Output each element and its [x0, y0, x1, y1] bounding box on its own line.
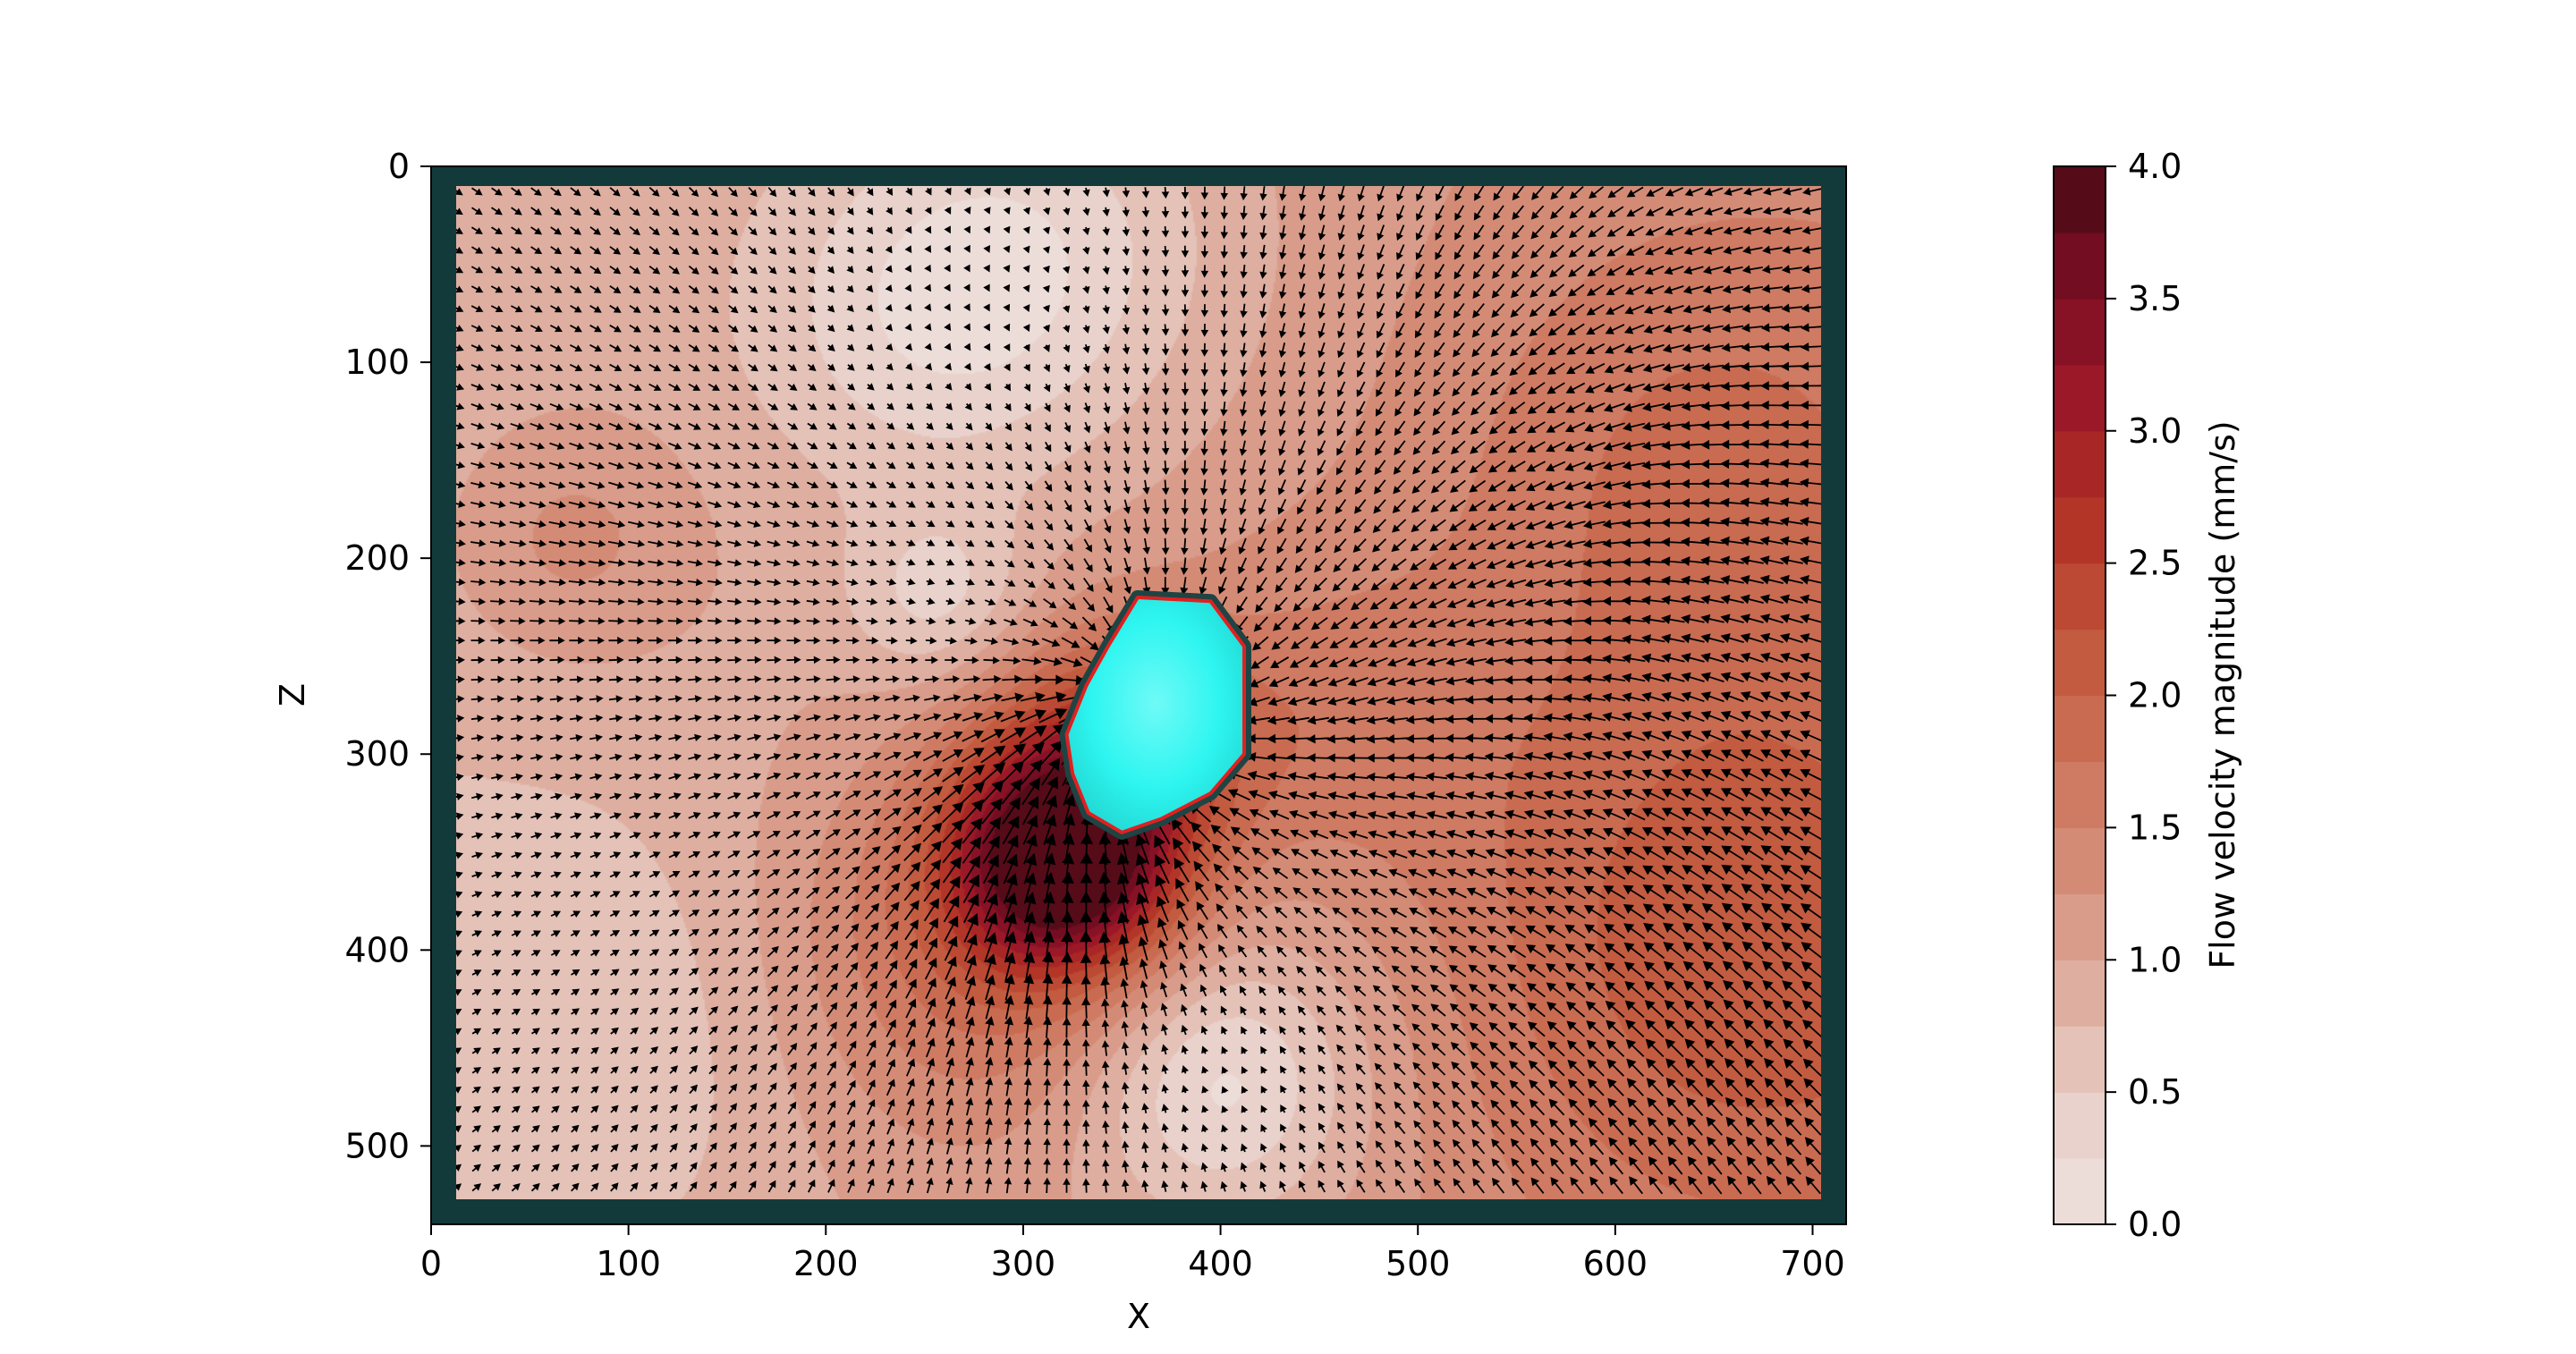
y-tick-label: 300 [344, 734, 410, 774]
x-tick-label: 0 [420, 1244, 442, 1283]
colorbar-level [2054, 695, 2106, 763]
x-axis-label: X [1127, 1297, 1150, 1336]
colorbar-level [2054, 563, 2106, 630]
y-tick-label: 400 [344, 930, 410, 969]
colorbar-tick-label: 3.5 [2128, 279, 2182, 318]
colorbar-level [2054, 960, 2106, 1027]
colorbar-level [2054, 827, 2106, 894]
colorbar-level [2054, 1158, 2106, 1225]
x-axis: 0 100 200 300 400 500 600 700 [420, 1224, 1845, 1283]
colorbar-level [2054, 430, 2106, 498]
colorbar-level [2054, 496, 2106, 564]
y-axis: 0 100 200 300 400 500 [344, 147, 431, 1165]
colorbar-tick-label: 0.0 [2128, 1205, 2182, 1244]
colorbar-level [2054, 232, 2106, 300]
velocity-arrows [456, 186, 1821, 1195]
colorbar-tick-label: 1.0 [2128, 940, 2182, 979]
colorbar-level [2054, 893, 2106, 960]
plot-area [430, 165, 1847, 1225]
colorbar-tick-label: 4.0 [2128, 147, 2182, 186]
y-axis-label: Z [273, 683, 312, 707]
colorbar-level [2054, 1026, 2106, 1093]
colorbar-level [2054, 629, 2106, 697]
colorbar [2053, 165, 2106, 1225]
y-tick-label: 0 [388, 147, 410, 186]
x-tick-label: 700 [1780, 1244, 1845, 1283]
colorbar-tick-label: 2.5 [2128, 544, 2182, 583]
x-tick-label: 300 [991, 1244, 1056, 1283]
colorbar-tick-label: 3.0 [2128, 411, 2182, 451]
colorbar-level [2054, 1092, 2106, 1159]
colorbar-level [2054, 298, 2106, 366]
x-tick-label: 400 [1188, 1244, 1253, 1283]
colorbar-tick-label: 1.5 [2128, 808, 2182, 847]
axes-border [430, 165, 1847, 1225]
colorbar-ticks: 0.0 0.5 1.0 1.5 2.0 2.5 3.0 3.5 4.0 [2106, 147, 2182, 1244]
particle-body [1064, 596, 1246, 834]
quiver-arrows [456, 186, 1821, 1195]
x-tick-label: 600 [1583, 1244, 1648, 1283]
y-tick-label: 200 [344, 538, 410, 578]
colorbar-level [2054, 364, 2106, 432]
x-tick-label: 100 [596, 1244, 661, 1283]
colorbar-tick-label: 2.0 [2128, 676, 2182, 715]
x-tick-label: 200 [793, 1244, 859, 1283]
colorbar-level [2054, 761, 2106, 828]
colorbar-level [2054, 166, 2106, 233]
colorbar-tick-label: 0.5 [2128, 1072, 2182, 1112]
y-tick-label: 100 [344, 343, 410, 382]
colorbar-label: Flow velocity magnitude (mm/s) [2203, 420, 2242, 969]
x-tick-label: 500 [1385, 1244, 1451, 1283]
particle [1059, 590, 1251, 840]
y-tick-label: 500 [344, 1126, 410, 1165]
